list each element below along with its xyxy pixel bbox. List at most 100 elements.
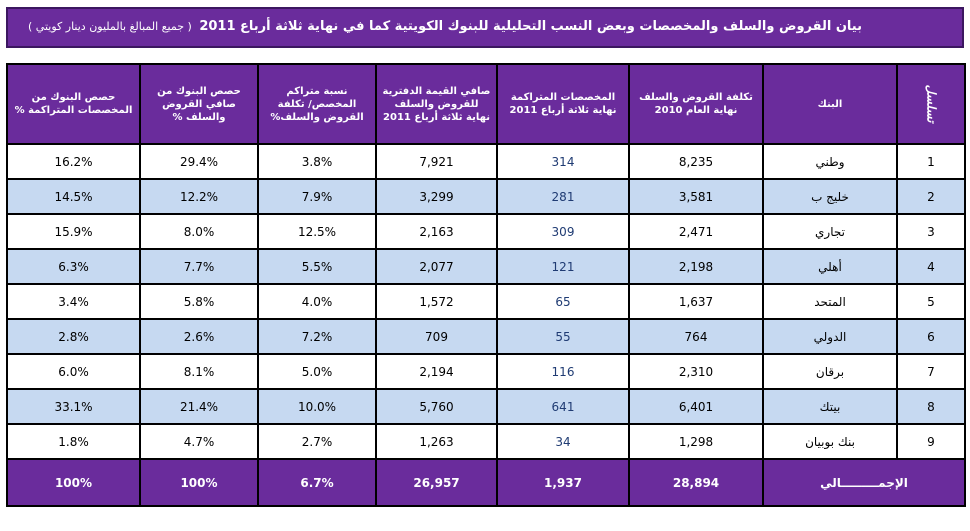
bank-cell: خليج ب [762, 178, 898, 215]
seq-cell: 5 [896, 283, 966, 320]
net-book-cell: 709 [375, 318, 498, 355]
bank-cell: بيتك [762, 388, 898, 425]
provisions-cell: 121 [496, 248, 630, 285]
table-row: 7 برقان 2,310 116 2,194 5.0% 8.1% 6.0% [6, 353, 966, 390]
bank-cell: برقان [762, 353, 898, 390]
share-loans-cell: 5.8% [139, 283, 259, 320]
table-row: 1 وطني 8,235 314 7,921 3.8% 29.4% 16.2% [6, 143, 966, 180]
header-cost2010: تكلفة القروض والسلف نهاية العام 2010 [628, 63, 764, 145]
header-share-prov: حصص البنوك من المخصصات المتراكمة % [6, 63, 141, 145]
ratio-cell: 3.8% [257, 143, 377, 180]
bank-cell: أهلي [762, 248, 898, 285]
provisions-cell: 281 [496, 178, 630, 215]
share-prov-cell: 3.4% [6, 283, 141, 320]
share-prov-cell: 6.0% [6, 353, 141, 390]
total-cost2010: 28,894 [628, 458, 764, 507]
provisions-cell: 314 [496, 143, 630, 180]
share-loans-cell: 8.1% [139, 353, 259, 390]
ratio-cell: 10.0% [257, 388, 377, 425]
ratio-cell: 7.9% [257, 178, 377, 215]
ratio-cell: 7.2% [257, 318, 377, 355]
table-row: 2 خليج ب 3,581 281 3,299 7.9% 12.2% 14.5% [6, 178, 966, 215]
seq-cell: 9 [896, 423, 966, 460]
seq-cell: 2 [896, 178, 966, 215]
provisions-cell: 116 [496, 353, 630, 390]
table-row: 4 أهلي 2,198 121 2,077 5.5% 7.7% 6.3% [6, 248, 966, 285]
title-bar: بيان القروض والسلف والمخصصات وبعض النسب … [6, 7, 964, 48]
provisions-cell: 641 [496, 388, 630, 425]
total-net-book: 26,957 [375, 458, 498, 507]
share-loans-cell: 12.2% [139, 178, 259, 215]
total-provisions: 1,937 [496, 458, 630, 507]
provisions-cell: 55 [496, 318, 630, 355]
share-prov-cell: 16.2% [6, 143, 141, 180]
cost2010-cell: 2,198 [628, 248, 764, 285]
bank-cell: المتحد [762, 283, 898, 320]
ratio-cell: 12.5% [257, 213, 377, 250]
share-loans-cell: 4.7% [139, 423, 259, 460]
net-book-cell: 7,921 [375, 143, 498, 180]
net-book-cell: 2,077 [375, 248, 498, 285]
share-prov-cell: 15.9% [6, 213, 141, 250]
share-prov-cell: 33.1% [6, 388, 141, 425]
seq-cell: 3 [896, 213, 966, 250]
net-book-cell: 5,760 [375, 388, 498, 425]
share-loans-cell: 29.4% [139, 143, 259, 180]
loans-table: تسلسل البنك تكلفة القروض والسلف نهاية ال… [6, 63, 966, 507]
cost2010-cell: 3,581 [628, 178, 764, 215]
share-loans-cell: 2.6% [139, 318, 259, 355]
share-loans-cell: 7.7% [139, 248, 259, 285]
net-book-cell: 2,194 [375, 353, 498, 390]
share-prov-cell: 6.3% [6, 248, 141, 285]
bank-cell: وطني [762, 143, 898, 180]
provisions-cell: 34 [496, 423, 630, 460]
total-ratio: 6.7% [257, 458, 377, 507]
table-row: 9 بنك بوبيان 1,298 34 1,263 2.7% 4.7% 1.8% [6, 423, 966, 460]
bank-cell: تجاري [762, 213, 898, 250]
cost2010-cell: 2,310 [628, 353, 764, 390]
ratio-cell: 5.5% [257, 248, 377, 285]
provisions-cell: 65 [496, 283, 630, 320]
cost2010-cell: 1,637 [628, 283, 764, 320]
total-label: الإجمـــــــــالي [762, 458, 966, 507]
share-prov-cell: 14.5% [6, 178, 141, 215]
net-book-cell: 1,263 [375, 423, 498, 460]
bank-cell: بنك بوبيان [762, 423, 898, 460]
share-loans-cell: 21.4% [139, 388, 259, 425]
header-bank: البنك [762, 63, 898, 145]
net-book-cell: 3,299 [375, 178, 498, 215]
provisions-cell: 309 [496, 213, 630, 250]
header-ratio: نسبة متراكم المخصص/ تكلفة القروض والسلف% [257, 63, 377, 145]
share-loans-cell: 8.0% [139, 213, 259, 250]
seq-cell: 8 [896, 388, 966, 425]
share-prov-cell: 1.8% [6, 423, 141, 460]
total-share-loans: 100% [139, 458, 259, 507]
seq-cell: 6 [896, 318, 966, 355]
table-row: 6 الدولي 764 55 709 7.2% 2.6% 2.8% [6, 318, 966, 355]
page-title: بيان القروض والسلف والمخصصات وبعض النسب … [199, 19, 862, 34]
cost2010-cell: 1,298 [628, 423, 764, 460]
table-row: 3 تجاري 2,471 309 2,163 12.5% 8.0% 15.9% [6, 213, 966, 250]
seq-cell: 7 [896, 353, 966, 390]
bank-cell: الدولي [762, 318, 898, 355]
cost2010-cell: 8,235 [628, 143, 764, 180]
net-book-cell: 2,163 [375, 213, 498, 250]
seq-cell: 4 [896, 248, 966, 285]
ratio-cell: 2.7% [257, 423, 377, 460]
header-provisions: المخصصات المتراكمة نهاية ثلاثة أرباع 201… [496, 63, 630, 145]
header-net-book: صافي القيمة الدفترية للقروض والسلف نهاية… [375, 63, 498, 145]
table-row: 8 بيتك 6,401 641 5,760 10.0% 21.4% 33.1% [6, 388, 966, 425]
seq-cell: 1 [896, 143, 966, 180]
header-share-loans: حصص البنوك من صافي القروض والسلف % [139, 63, 259, 145]
header-seq: تسلسل [896, 63, 966, 145]
units-note: ( جميع المبالغ بالمليون دينار كويتي ) [28, 20, 192, 33]
cost2010-cell: 2,471 [628, 213, 764, 250]
net-book-cell: 1,572 [375, 283, 498, 320]
total-row: الإجمـــــــــالي 28,894 1,937 26,957 6.… [6, 458, 966, 507]
ratio-cell: 4.0% [257, 283, 377, 320]
share-prov-cell: 2.8% [6, 318, 141, 355]
total-share-prov: 100% [6, 458, 141, 507]
cost2010-cell: 6,401 [628, 388, 764, 425]
cost2010-cell: 764 [628, 318, 764, 355]
header-row: تسلسل البنك تكلفة القروض والسلف نهاية ال… [6, 63, 966, 145]
